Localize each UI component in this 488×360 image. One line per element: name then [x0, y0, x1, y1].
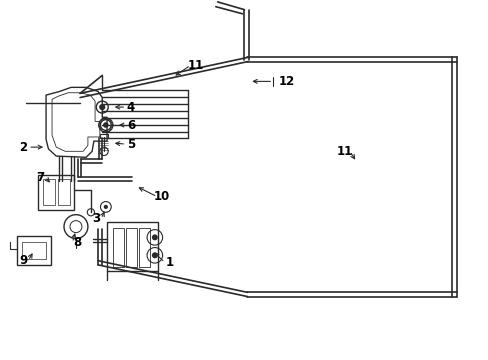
Circle shape [152, 234, 158, 240]
Text: 1: 1 [165, 256, 174, 269]
Bar [43, 179, 55, 205]
Circle shape [103, 123, 108, 127]
Circle shape [152, 252, 158, 258]
Bar [38, 175, 74, 210]
Bar [113, 228, 123, 267]
Bar [100, 134, 108, 138]
Text: 11: 11 [187, 59, 203, 72]
Text: 2: 2 [19, 141, 27, 154]
Bar [18, 235, 51, 265]
Text: 3: 3 [92, 212, 100, 225]
Bar [139, 228, 150, 267]
Text: 10: 10 [154, 190, 170, 203]
Text: 9: 9 [19, 254, 27, 267]
Text: 7: 7 [36, 171, 44, 184]
Circle shape [103, 205, 108, 209]
Bar [22, 242, 46, 260]
Text: 12: 12 [279, 75, 295, 88]
Bar [107, 222, 158, 271]
Circle shape [100, 105, 104, 109]
Text: 4: 4 [126, 100, 135, 114]
Bar [58, 179, 70, 205]
Text: 6: 6 [126, 118, 135, 131]
Text: 5: 5 [126, 138, 135, 150]
Text: 11: 11 [336, 145, 352, 158]
Text: 8: 8 [73, 236, 81, 249]
Bar [126, 228, 137, 267]
